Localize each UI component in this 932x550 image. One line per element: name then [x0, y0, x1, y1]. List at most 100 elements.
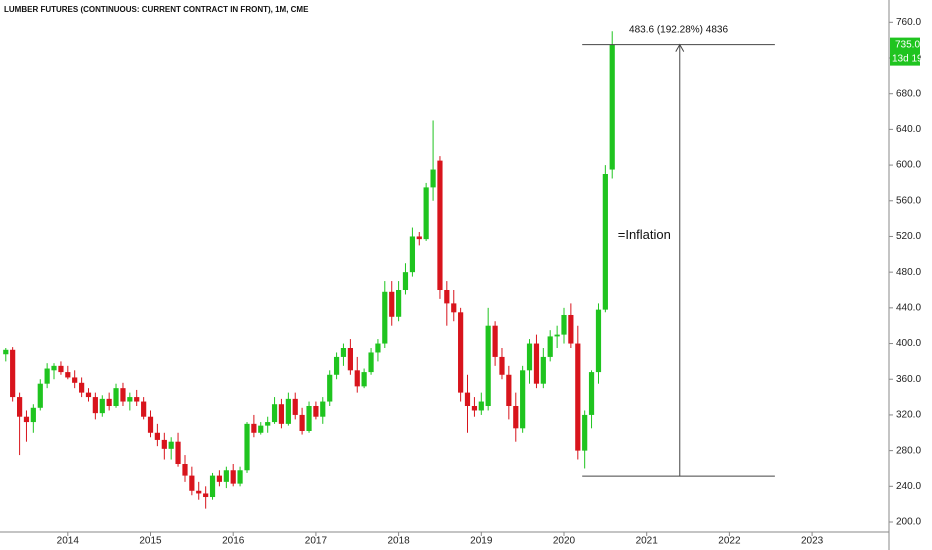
candle-body — [175, 441, 181, 465]
candle-body — [540, 356, 546, 384]
candle-body — [44, 368, 50, 384]
x-tick-label: 2021 — [636, 536, 659, 547]
candle-body — [547, 336, 553, 357]
candle-body — [230, 470, 236, 484]
y-tick-label: 600.0 — [896, 160, 921, 171]
price-box — [890, 37, 920, 66]
candle-body — [278, 404, 285, 424]
candle-body — [134, 397, 140, 402]
candle-body — [244, 423, 250, 471]
y-tick-label: 760.0 — [896, 17, 921, 28]
candle-body — [526, 343, 533, 371]
candle-body — [209, 475, 216, 498]
y-tick-label: 560.0 — [896, 195, 921, 206]
candle-body — [588, 372, 595, 415]
candle-body — [168, 441, 174, 449]
candle-body — [520, 370, 526, 429]
y-tick-label: 480.0 — [896, 267, 921, 278]
candle-body — [568, 314, 574, 344]
candle-body — [416, 236, 422, 240]
x-tick-label: 2015 — [139, 536, 162, 547]
candle-body — [72, 377, 78, 383]
candle-body — [30, 407, 36, 423]
x-tick-label: 2020 — [553, 536, 576, 547]
candle-body — [595, 309, 602, 373]
candle-body — [223, 470, 229, 482]
candle-body — [258, 425, 264, 433]
candle-body — [313, 406, 319, 417]
candle-body — [471, 406, 478, 411]
candle-body — [113, 388, 119, 407]
y-tick-label: 200.0 — [896, 517, 921, 528]
candle-body — [23, 416, 30, 423]
candle-body — [554, 334, 560, 337]
candle-body — [37, 383, 43, 408]
candle-body — [182, 464, 188, 476]
candle-body — [216, 475, 222, 482]
y-tick-label: 680.0 — [896, 88, 921, 99]
candle-body — [396, 290, 402, 317]
candle-body — [533, 343, 540, 384]
candle-body — [382, 291, 388, 344]
y-tick-label: 640.0 — [896, 124, 921, 135]
candle-body — [141, 401, 147, 417]
candle-body — [499, 356, 505, 375]
candle-body — [575, 343, 581, 451]
x-tick-label: 2023 — [801, 536, 824, 547]
y-tick-label: 360.0 — [896, 374, 921, 385]
candle-body — [478, 401, 484, 411]
candle-body — [92, 397, 98, 414]
candle-body — [340, 348, 347, 357]
candle-body — [582, 414, 588, 451]
candle-body — [16, 397, 23, 417]
y-tick-label: 520.0 — [896, 231, 921, 242]
candle-body — [333, 356, 340, 375]
candle-body — [265, 422, 271, 426]
candle-body — [85, 392, 92, 398]
candle-body — [444, 290, 450, 304]
candle-body — [154, 432, 160, 440]
candle-body — [99, 398, 105, 414]
candle-body — [347, 348, 353, 371]
candle-body — [65, 372, 71, 378]
candle-body — [513, 406, 519, 429]
y-tick-label: 440.0 — [896, 302, 921, 313]
x-tick-label: 2018 — [387, 536, 410, 547]
y-tick-label: 320.0 — [896, 410, 921, 421]
arrow-head — [675, 43, 685, 52]
candle-body — [3, 349, 9, 355]
candle-body — [423, 187, 429, 240]
chart-title: LUMBER FUTURES (CONTINUOUS: CURRENT CONT… — [4, 5, 309, 14]
candle-body — [58, 365, 64, 373]
candle-body — [561, 314, 567, 335]
candle-body — [485, 325, 491, 407]
candle-body — [609, 44, 615, 170]
candle-body — [189, 475, 195, 491]
candle-body — [120, 388, 126, 402]
candle-body — [79, 382, 85, 393]
candle-body — [430, 169, 436, 188]
candle-body — [161, 439, 167, 449]
candle-body — [106, 398, 112, 407]
x-tick-label: 2014 — [57, 536, 80, 547]
candle-body — [451, 303, 457, 313]
candle-body — [602, 174, 608, 310]
candle-body — [506, 374, 512, 407]
measure-label: 483.6 (192.28%) 4836 — [629, 24, 728, 35]
candle-body — [203, 493, 209, 498]
candle-body — [237, 470, 243, 484]
y-tick-label: 240.0 — [896, 481, 921, 492]
candle-body — [51, 365, 57, 371]
candle-body — [354, 370, 360, 387]
candle-body — [285, 398, 291, 424]
candle-body — [299, 414, 305, 431]
candle-body — [306, 406, 312, 431]
candle-body — [437, 160, 443, 291]
price-label: 735.0 — [895, 39, 920, 50]
candle-body — [368, 352, 374, 373]
x-tick-label: 2022 — [718, 536, 741, 547]
candle-body — [389, 291, 395, 317]
x-tick-label: 2017 — [305, 536, 328, 547]
candle-body — [375, 343, 381, 353]
